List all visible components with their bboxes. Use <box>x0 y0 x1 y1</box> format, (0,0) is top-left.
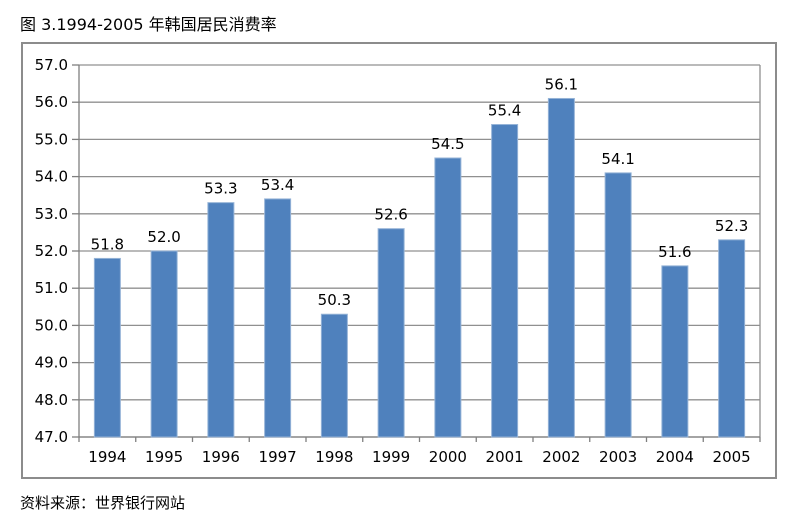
x-tick-label: 2000 <box>429 448 467 466</box>
bar <box>661 265 689 438</box>
y-tick-label: 48.0 <box>35 391 68 409</box>
bar-value-label: 52.6 <box>374 206 407 224</box>
y-tick-label: 53.0 <box>35 205 68 223</box>
chart-frame: 47.0 48.0 49.0 50.0 51.0 52.0 53.0 54.0 55.0 56.0… <box>21 42 777 479</box>
bar <box>377 228 405 438</box>
x-tick-label: 1999 <box>372 448 410 466</box>
x-tick-label: 2004 <box>656 448 694 466</box>
bar <box>434 157 462 438</box>
y-tick-label: 52.0 <box>35 242 68 260</box>
bar <box>150 250 178 438</box>
bar <box>93 257 121 438</box>
bar-value-label: 52.3 <box>715 217 748 235</box>
bar-value-label: 55.4 <box>488 102 521 120</box>
bar <box>264 198 292 438</box>
source-note: 资料来源：世界银行网站 <box>20 494 186 512</box>
y-tick-label: 55.0 <box>35 130 68 148</box>
x-tick-label: 1996 <box>202 448 240 466</box>
y-tick-label: 49.0 <box>35 354 68 372</box>
bar-value-label: 51.8 <box>91 235 124 253</box>
bar-value-label: 50.3 <box>318 291 351 309</box>
bar-value-label: 53.4 <box>261 176 294 194</box>
bar-value-label: 51.6 <box>658 243 691 261</box>
bar <box>604 172 632 438</box>
y-tick-label: 47.0 <box>35 428 68 446</box>
y-tick-label: 56.0 <box>35 93 68 111</box>
bar-chart-canvas: 47.0 48.0 49.0 50.0 51.0 52.0 53.0 54.0 55.0 56.0… <box>35 56 761 466</box>
x-tick-label: 1997 <box>259 448 297 466</box>
x-tick-label: 2002 <box>542 448 580 466</box>
x-tick-label: 2003 <box>599 448 637 466</box>
bar <box>320 313 348 438</box>
y-tick-label: 57.0 <box>35 56 68 74</box>
bar-value-label: 52.0 <box>147 228 180 246</box>
x-tick-label: 2001 <box>486 448 524 466</box>
bar-value-label: 53.3 <box>204 180 237 198</box>
x-tick-label: 1998 <box>315 448 353 466</box>
bar-value-label: 54.5 <box>431 135 464 153</box>
x-tick-label: 2005 <box>713 448 751 466</box>
bar <box>491 124 519 438</box>
bar <box>718 239 746 438</box>
x-tick-label: 1995 <box>145 448 183 466</box>
bar-value-label: 54.1 <box>601 150 634 168</box>
x-tick-label: 1994 <box>88 448 126 466</box>
bar <box>207 202 235 438</box>
y-tick-label: 51.0 <box>35 279 68 297</box>
bar-value-label: 56.1 <box>545 75 578 93</box>
y-tick-label: 50.0 <box>35 316 68 334</box>
y-tick-label: 54.0 <box>35 168 68 186</box>
chart-title: 图 3.1994-2005 年韩国居民消费率 <box>20 15 277 34</box>
bar <box>547 97 575 438</box>
